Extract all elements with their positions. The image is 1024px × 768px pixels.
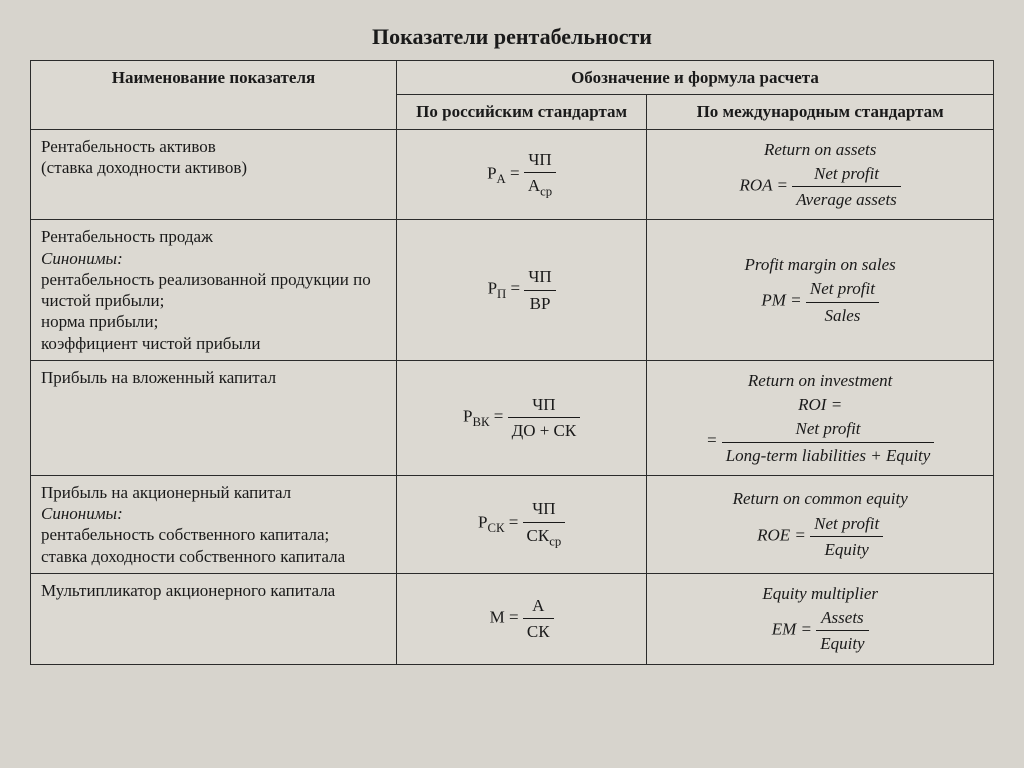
col-header-name: Наименование показателя (31, 61, 397, 130)
col-header-intl: По международным стандартам (647, 95, 994, 129)
table-row: Прибыль на вложенный капитал PВК = ЧП ДО… (31, 360, 994, 475)
intl-formula: Equity multiplier EM = Assets Equity (647, 573, 994, 664)
intl-formula: Return on investment ROI = = Net profit … (647, 360, 994, 475)
indicator-name: Рентабельность активов (ставка доходност… (31, 129, 397, 220)
table-row: Рентабельность активов (ставка доходност… (31, 129, 994, 220)
table-row: Мультипликатор акционерного капитала М =… (31, 573, 994, 664)
indicator-name: Прибыль на вложенный капитал (31, 360, 397, 475)
profitability-table: Наименование показателя Обозначение и фо… (30, 60, 994, 665)
ru-formula: PА = ЧП Аср (396, 129, 646, 220)
indicator-name: Рентабельность продаж Синонимы: рентабел… (31, 220, 397, 361)
col-header-ru: По российским стандартам (396, 95, 646, 129)
table-row: Рентабельность продаж Синонимы: рентабел… (31, 220, 994, 361)
intl-formula: Return on assets ROA = Net profit Averag… (647, 129, 994, 220)
intl-formula: Return on common equity ROE = Net profit… (647, 475, 994, 573)
ru-formula: М = А СК (396, 573, 646, 664)
page-title: Показатели рентабельности (30, 24, 994, 50)
intl-formula: Profit margin on sales PM = Net profit S… (647, 220, 994, 361)
table-row: Прибыль на акционерный капитал Синонимы:… (31, 475, 994, 573)
ru-formula: PВК = ЧП ДО + СК (396, 360, 646, 475)
indicator-name: Прибыль на акционерный капитал Синонимы:… (31, 475, 397, 573)
ru-formula: PСК = ЧП СКср (396, 475, 646, 573)
indicator-name: Мультипликатор акционерного капитала (31, 573, 397, 664)
ru-formula: PП = ЧП ВР (396, 220, 646, 361)
col-header-formula-group: Обозначение и формула расчета (396, 61, 993, 95)
